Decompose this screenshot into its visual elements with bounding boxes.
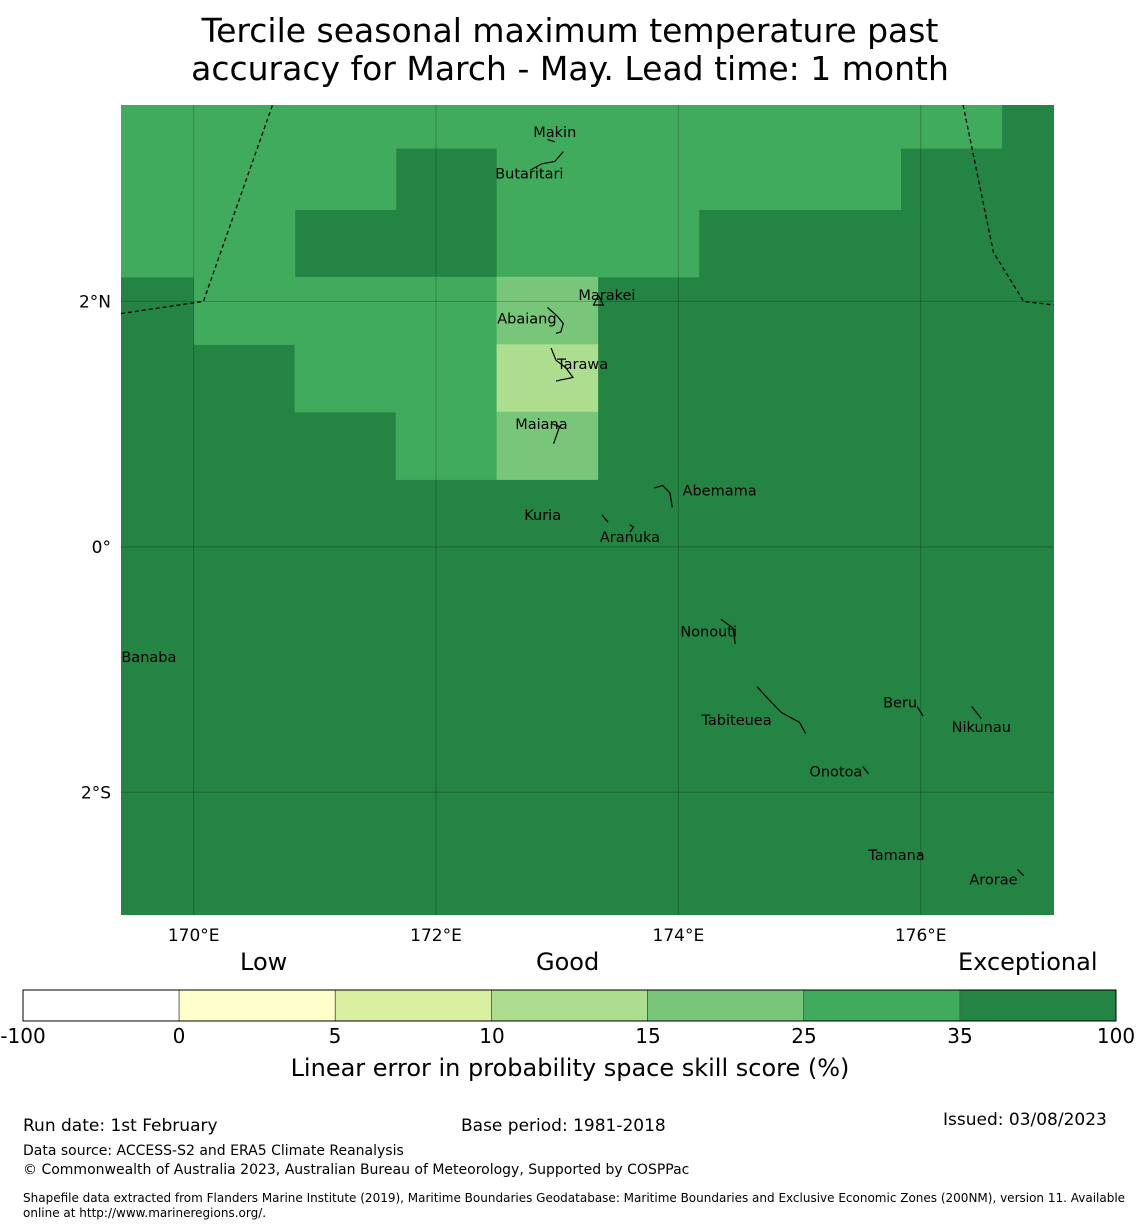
- colorbar-axis-label: Linear error in probability space skill …: [290, 1054, 850, 1082]
- x-tick-label: 172°E: [410, 926, 462, 946]
- island-label: Butaritari: [495, 167, 563, 183]
- colorbar-tick-label: 35: [947, 1024, 973, 1048]
- base-period: Base period: 1981-2018: [461, 1116, 666, 1136]
- chart-title: Tercile seasonal maximum temperature pas…: [0, 12, 1140, 88]
- skill-cell: [294, 276, 498, 413]
- island-label: Onotoa: [809, 764, 862, 780]
- issued-date: Issued: 03/08/2023: [943, 1110, 1107, 1130]
- colorbar-group-good: Good: [536, 948, 600, 976]
- colorbar-swatch: [491, 989, 648, 1022]
- island-label: Arorae: [969, 872, 1017, 888]
- colorbar-tick-label: 5: [328, 1024, 342, 1048]
- data-source: Data source: ACCESS-S2 and ERA5 Climate …: [23, 1143, 404, 1159]
- island-label: Makin: [533, 125, 576, 141]
- island-outline: [756, 686, 807, 734]
- copyright: © Commonwealth of Australia 2023, Austra…: [23, 1162, 690, 1178]
- shapefile-credit: Shapefile data extracted from Flanders M…: [23, 1191, 1126, 1220]
- island-label: Tamana: [867, 848, 924, 864]
- colorbar-swatch: [959, 989, 1117, 1022]
- skill-cell: [193, 276, 296, 345]
- skill-cell: [900, 105, 1003, 149]
- y-tick-label: 2°S: [81, 783, 111, 803]
- island-outline: [653, 484, 673, 508]
- map-area: 170°E 172°E 174°E 176°E 2°N 0° 2°S Makin Butarit…: [79, 104, 1055, 946]
- title-line-1: Tercile seasonal maximum temperature pas…: [201, 11, 939, 50]
- y-tick-label: 0°: [92, 538, 111, 558]
- skill-cell: [121, 105, 195, 278]
- island-label: Kuria: [524, 508, 561, 524]
- x-tick-label: 174°E: [653, 926, 705, 946]
- island-outline: [1017, 869, 1025, 877]
- skill-cell: [496, 276, 599, 345]
- island-outline: [916, 706, 924, 717]
- island-outline: [592, 294, 605, 306]
- island-label: Tarawa: [556, 357, 608, 373]
- colorbar-swatch: [22, 989, 180, 1022]
- run-date: Run date: 1st February: [23, 1116, 218, 1136]
- skill-cell: [698, 105, 902, 210]
- island-outline: [862, 766, 870, 775]
- colorbar-frame: [22, 989, 1117, 1022]
- colorbar-group-exceptional: Exceptional: [958, 948, 1098, 976]
- island-outline: [720, 618, 736, 644]
- island-label: Maiana: [515, 417, 567, 433]
- skill-cell: [395, 411, 498, 480]
- island-outline: [629, 524, 635, 533]
- colorbar-tick-label: 0: [172, 1024, 186, 1048]
- colorbar-tick-label: -100: [0, 1024, 46, 1048]
- island-label: Tabiteuea: [700, 713, 771, 729]
- skill-cell: [395, 105, 498, 149]
- colorbar-tick-label: 100: [1096, 1024, 1136, 1048]
- x-tick-label: 170°E: [168, 926, 220, 946]
- island-label: Nonouti: [680, 624, 737, 640]
- colorbar-tick-label: 25: [791, 1024, 817, 1048]
- colorbar-tick-label: 10: [479, 1024, 505, 1048]
- island-outline: [547, 307, 564, 334]
- skill-cell: [193, 105, 296, 278]
- skill-cell: [496, 105, 700, 210]
- island-label: Aranuka: [600, 530, 660, 546]
- island-outline: [918, 853, 924, 857]
- island-label: Abaiang: [497, 311, 556, 327]
- colorbar-group-low: Low: [240, 948, 288, 976]
- colorbar-swatch: [334, 989, 492, 1022]
- island-label: Nikunau: [952, 720, 1011, 736]
- colorbar-swatch: [803, 989, 961, 1022]
- island-outline: [547, 138, 555, 143]
- y-tick-label: 2°N: [79, 292, 111, 312]
- island-label: Banaba: [121, 650, 176, 666]
- island-label: Beru: [883, 696, 917, 712]
- colorbar: [22, 989, 1117, 1022]
- title-line-2: accuracy for March - May. Lead time: 1 m…: [191, 49, 949, 88]
- skill-cell: [496, 209, 700, 278]
- island-outline: [971, 706, 982, 719]
- island-outline: [550, 347, 575, 382]
- island-outline: [601, 514, 609, 523]
- colorbar-swatch: [647, 989, 805, 1022]
- island-outline: [530, 151, 564, 171]
- colorbar-tick-label: 15: [635, 1024, 661, 1048]
- colorbar-swatch: [178, 989, 336, 1022]
- skill-cell: [496, 411, 599, 480]
- island-label: Marakei: [578, 288, 635, 304]
- island-label: Abemama: [683, 483, 757, 499]
- x-tick-label: 176°E: [895, 926, 947, 946]
- skill-cell: [496, 344, 599, 413]
- island-outline: [552, 423, 561, 444]
- skill-cell: [294, 105, 397, 210]
